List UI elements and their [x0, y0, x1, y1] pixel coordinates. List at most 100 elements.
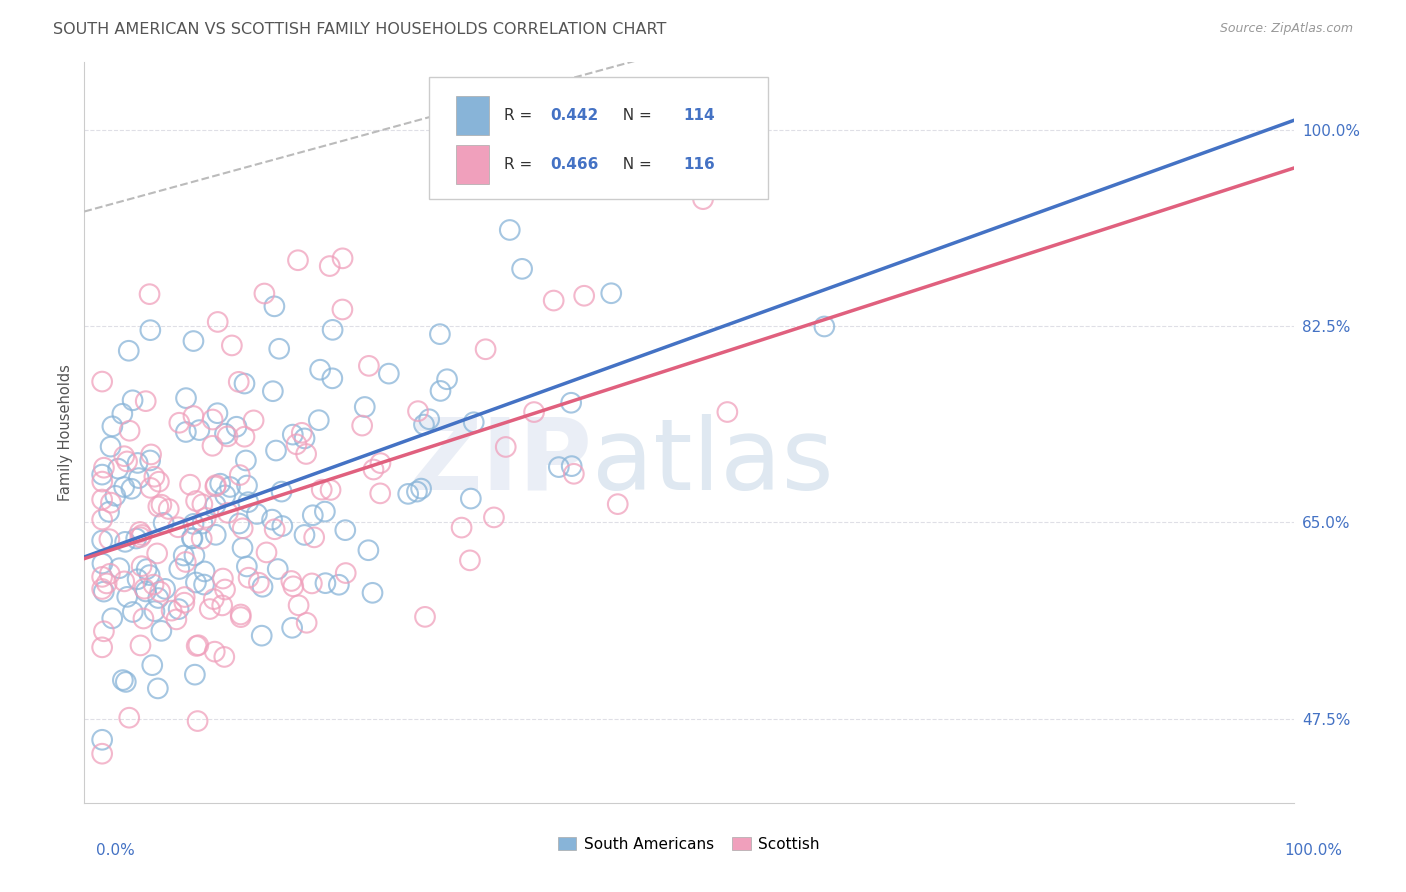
Point	[100, 496, 122, 510]
Point	[396, 487, 419, 501]
Point	[98, 532, 121, 546]
Point	[301, 576, 323, 591]
Point	[413, 610, 436, 624]
Point	[294, 431, 316, 445]
Point	[104, 489, 127, 503]
Point	[98, 566, 121, 581]
Point	[174, 555, 197, 569]
Point	[322, 323, 344, 337]
Point	[225, 419, 247, 434]
Point	[283, 579, 305, 593]
Point	[152, 516, 174, 530]
Point	[207, 315, 229, 329]
Point	[256, 545, 278, 559]
Point	[114, 674, 136, 689]
Text: 0.442: 0.442	[550, 108, 598, 123]
Point	[436, 372, 458, 386]
Point	[169, 416, 191, 430]
Point	[332, 252, 354, 266]
Point	[173, 590, 195, 604]
Point	[125, 532, 148, 546]
Point	[121, 605, 143, 619]
Point	[141, 658, 163, 673]
Point	[138, 287, 160, 301]
Point	[93, 624, 115, 639]
Point	[194, 565, 217, 579]
Y-axis label: Family Households: Family Households	[58, 364, 73, 501]
Point	[207, 406, 229, 420]
Point	[202, 592, 225, 607]
Point	[139, 447, 162, 461]
Point	[353, 400, 375, 414]
Point	[211, 599, 233, 613]
Point	[191, 497, 214, 511]
Text: Source: ZipAtlas.com: Source: ZipAtlas.com	[1219, 22, 1353, 36]
Point	[91, 732, 114, 747]
Point	[308, 413, 330, 427]
Point	[214, 649, 236, 664]
Point	[187, 638, 209, 652]
Point	[173, 549, 195, 563]
Point	[112, 574, 135, 589]
Point	[463, 415, 485, 429]
Point	[495, 440, 517, 454]
Point	[115, 454, 138, 468]
Point	[309, 362, 332, 376]
Point	[219, 480, 242, 494]
Point	[217, 506, 239, 520]
Point	[190, 532, 212, 546]
Point	[96, 576, 118, 591]
Point	[813, 319, 835, 334]
Point	[188, 423, 211, 437]
Point	[228, 516, 250, 531]
Text: 0.466: 0.466	[550, 157, 599, 172]
Point	[204, 645, 226, 659]
Point	[138, 568, 160, 582]
Point	[523, 405, 546, 419]
Point	[238, 495, 260, 509]
FancyBboxPatch shape	[429, 78, 768, 200]
Point	[205, 478, 228, 492]
Point	[153, 582, 176, 596]
Point	[91, 475, 114, 489]
Point	[263, 299, 285, 313]
Point	[561, 459, 583, 474]
Point	[562, 467, 585, 481]
Point	[368, 486, 391, 500]
Point	[169, 562, 191, 576]
Point	[212, 572, 235, 586]
Point	[108, 561, 131, 575]
Point	[135, 394, 157, 409]
Point	[221, 338, 243, 352]
Point	[131, 528, 153, 542]
Point	[120, 482, 142, 496]
Point	[135, 584, 157, 599]
Point	[201, 439, 224, 453]
Point	[429, 327, 451, 342]
Point	[167, 520, 190, 534]
Point	[253, 286, 276, 301]
Point	[335, 523, 357, 537]
Point	[270, 484, 292, 499]
Point	[111, 673, 134, 687]
Point	[131, 559, 153, 574]
Point	[128, 471, 150, 485]
Point	[101, 611, 124, 625]
Point	[204, 528, 226, 542]
Point	[118, 424, 141, 438]
Point	[314, 576, 336, 591]
Point	[267, 562, 290, 576]
Point	[319, 259, 342, 273]
Point	[129, 530, 152, 544]
Point	[716, 405, 738, 419]
Point	[191, 516, 214, 531]
Point	[543, 293, 565, 308]
Point	[204, 498, 226, 512]
Point	[214, 582, 236, 597]
Point	[118, 711, 141, 725]
Point	[204, 479, 226, 493]
Point	[214, 426, 236, 441]
Text: N =: N =	[613, 157, 657, 172]
Point	[231, 541, 253, 555]
Point	[429, 384, 451, 398]
